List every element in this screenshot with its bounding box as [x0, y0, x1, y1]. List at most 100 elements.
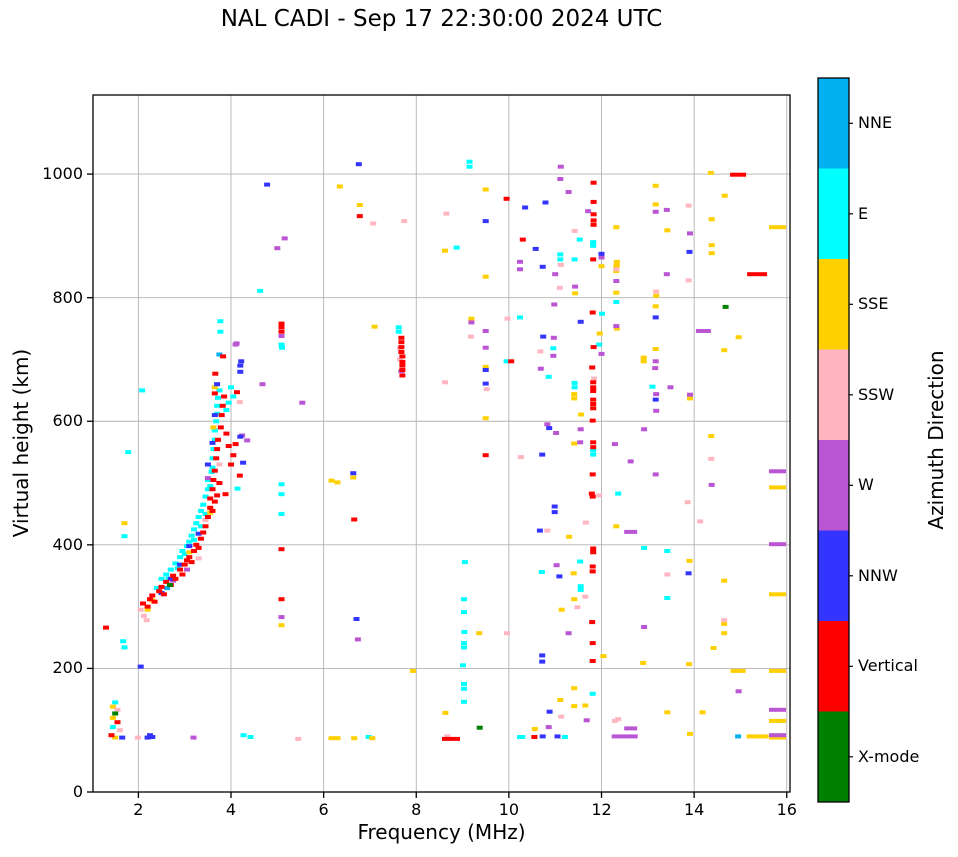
scatter-point-ssw [370, 221, 377, 226]
colorbar-tick-label: SSW [858, 384, 895, 404]
scatter-point-e [365, 735, 372, 739]
scatter-point-w [468, 320, 475, 325]
scatter-point-e [215, 395, 221, 400]
scatter-point-sse [687, 731, 693, 736]
scatter-point-vertical [482, 453, 489, 458]
scatter-point-vertical [590, 380, 597, 385]
scatter-point-e [278, 511, 285, 516]
scatter-point-x-mode [166, 583, 173, 587]
scatter-point-w [299, 400, 306, 405]
scatter-point-vertical [228, 462, 234, 467]
scatter-point-sse [371, 324, 378, 329]
scatter-point-w [627, 459, 634, 464]
scatter-point-e [461, 699, 467, 704]
colorbar-segment-sse [818, 259, 849, 350]
scatter-point-sse [578, 412, 585, 417]
scatter-point-e [557, 257, 564, 262]
scatter-point-e [590, 448, 597, 453]
scatter-point-e [571, 257, 578, 262]
scatter-point-sse [476, 631, 483, 636]
scatter-point-vertical [204, 515, 211, 519]
scatter-point-nnw [685, 571, 692, 576]
scatter-point-vertical [230, 453, 237, 458]
scatter-point-e [179, 549, 186, 553]
scatter-point-e [571, 380, 578, 385]
scatter-point-vertical [503, 196, 510, 201]
scatter-point-nnw [556, 574, 563, 579]
scatter-point-sse [328, 478, 335, 483]
scatter-point-ssw [571, 228, 578, 233]
scatter-point-x-mode [112, 711, 119, 716]
scatter-point-vertical [193, 542, 200, 547]
scatter-point-ssw [664, 572, 671, 577]
colorbar-label: Azimuth Direction [924, 350, 948, 530]
scatter-point-nnw [177, 562, 184, 567]
scatter-point-sse [350, 475, 357, 480]
scatter-point-e [590, 240, 597, 245]
scatter-point-nnw [652, 315, 659, 320]
scatter-point-w [624, 726, 638, 731]
scatter-point-nnw [195, 531, 202, 536]
scatter-point-nnw [536, 528, 543, 533]
colorbar-tick-label: Vertical [858, 656, 918, 676]
scatter-point-vertical [589, 641, 596, 646]
scatter-point-sse [566, 534, 573, 539]
scatter-point-vertical [590, 180, 597, 185]
scatter-point-vertical [351, 517, 358, 522]
scatter-point-w [769, 707, 786, 712]
scatter-point-e [247, 735, 254, 739]
scatter-point-nne [216, 352, 223, 357]
scatter-point-ssw [613, 267, 620, 272]
scatter-point-sse [356, 203, 363, 207]
scatter-point-vertical [589, 310, 596, 315]
scatter-point-nnw [137, 664, 144, 669]
scatter-point-e [576, 237, 583, 242]
scatter-point-w [281, 236, 288, 241]
scatter-point-vertical [278, 329, 285, 334]
scatter-point-e [228, 385, 234, 390]
scatter-point-vertical [232, 442, 239, 447]
scatter-point-w [769, 469, 786, 474]
y-tick-label: 800 [52, 287, 83, 307]
scatter-point-vertical [213, 456, 220, 461]
scatter-point-ssw [591, 376, 598, 381]
scatter-point-vertical [590, 257, 597, 262]
scatter-point-sse [686, 558, 693, 563]
scatter-point-nnw [355, 162, 362, 167]
scatter-point-ssw [558, 714, 565, 719]
scatter-point-sse [664, 228, 671, 233]
scatter-point-sse [707, 170, 714, 175]
scatter-point-w [572, 284, 579, 289]
scatter-point-vertical [181, 562, 188, 567]
scatter-point-w [641, 427, 648, 432]
scatter-point-sse [442, 248, 448, 253]
scatter-point-nnw [482, 381, 489, 386]
scatter-point-w [652, 366, 659, 371]
scatter-point-e [599, 311, 605, 316]
scatter-point-ssw [140, 613, 147, 618]
scatter-point-e [279, 345, 285, 350]
scatter-point-vertical [163, 579, 170, 584]
scatter-point-vertical [207, 496, 214, 501]
scatter-point-sse [334, 736, 341, 741]
scatter-point-nnw [542, 200, 549, 205]
scatter-point-ssw [236, 400, 243, 405]
scatter-point-sse [640, 355, 647, 360]
scatter-point-sse [109, 715, 116, 720]
scatter-point-vertical [278, 597, 285, 602]
scatter-point-w [552, 272, 559, 277]
scatter-point-e [200, 502, 207, 507]
y-tick-label: 200 [52, 658, 83, 678]
scatter-point-w [577, 440, 584, 445]
colorbar-frame [817, 77, 850, 803]
scatter-point-e [158, 576, 165, 581]
scatter-point-e [664, 549, 671, 553]
scatter-point-vertical [234, 390, 240, 395]
scatter-point-ssw [143, 618, 150, 623]
scatter-point-vertical [170, 573, 177, 578]
scatter-point-nnw [546, 709, 553, 714]
scatter-point-e [557, 252, 564, 257]
scatter-point-w [557, 164, 564, 169]
